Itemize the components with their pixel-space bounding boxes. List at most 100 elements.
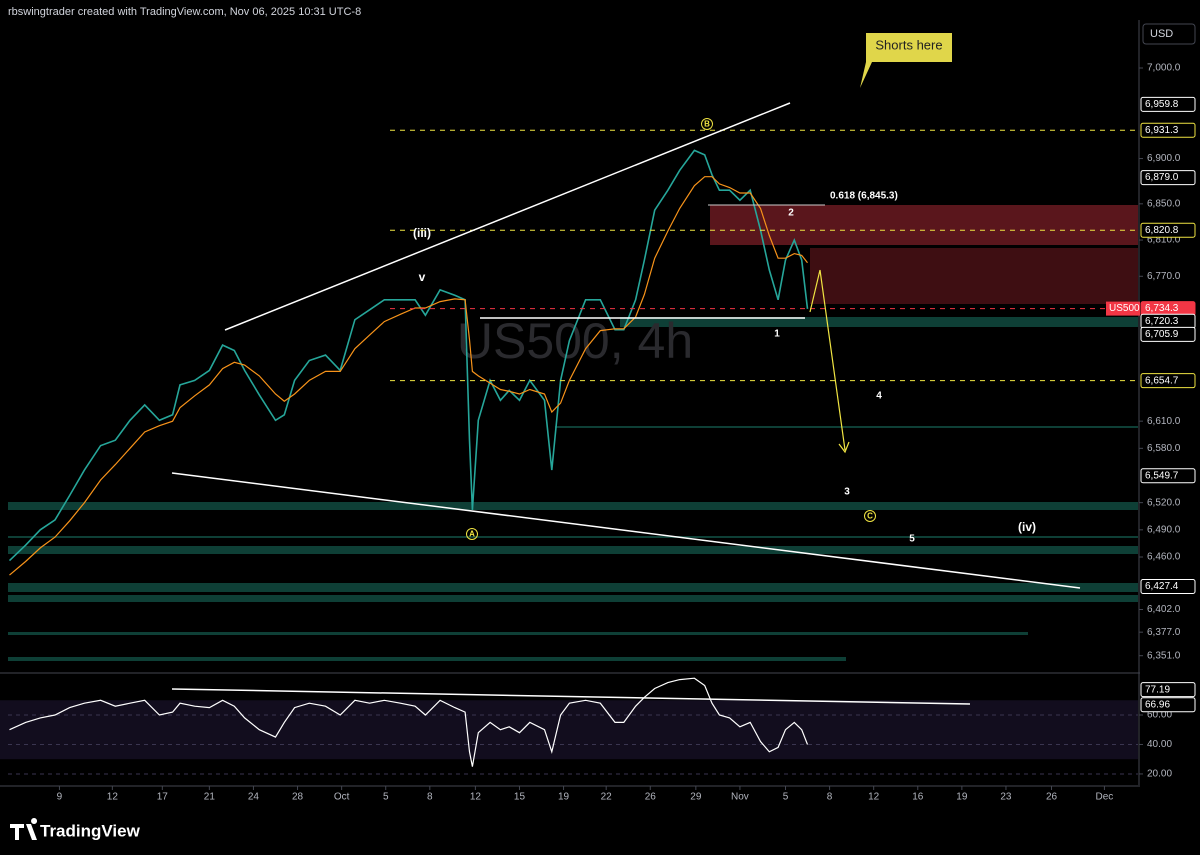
symbol-box (1106, 301, 1140, 316)
y-tick-label: 6,810.0 (1147, 235, 1181, 246)
annotation: 4 (876, 391, 882, 402)
level-box (1140, 326, 1196, 342)
x-tick-label: 19 (956, 792, 968, 803)
demand-zone (8, 583, 1138, 592)
level-label: 77.19 (1145, 684, 1170, 695)
trend-line (171, 472, 1081, 589)
x-tick-label: 12 (470, 792, 482, 803)
level-box (1140, 122, 1196, 138)
currency-box[interactable] (1142, 23, 1196, 45)
level-box (1140, 697, 1196, 713)
wave-label: A (469, 530, 475, 539)
y-tick-label: 40.00 (1147, 739, 1172, 750)
wave-label: C (867, 512, 873, 521)
x-tick-label: Nov (731, 792, 749, 803)
x-tick-label: 19 (558, 792, 570, 803)
level-label: 6,549.7 (1145, 470, 1179, 481)
price-line (8, 149, 809, 562)
header: rbswingtrader created with TradingView.c… (8, 6, 361, 18)
x-tick-label: Dec (1096, 792, 1114, 803)
supply-zone (810, 248, 1138, 304)
y-tick-label: 6,580.0 (1147, 443, 1181, 454)
projection-arrow (809, 269, 850, 454)
x-tick-label: 24 (248, 792, 260, 803)
x-tick-label: 26 (1046, 792, 1058, 803)
annotation: (iii) (413, 226, 431, 240)
footer-logo: TradingView (40, 821, 141, 840)
level-label: 6,720.3 (1145, 316, 1179, 327)
wave-circle (864, 510, 876, 522)
level-label: 66.96 (1145, 699, 1170, 710)
x-tick-label: 5 (383, 792, 389, 803)
annotation: 1 (774, 329, 780, 340)
rsi-trend-line (171, 688, 971, 705)
demand-zone (620, 317, 1138, 327)
level-box (1140, 222, 1196, 238)
y-tick-label: 20.00 (1147, 769, 1172, 780)
y-tick-label: 6,610.0 (1147, 416, 1181, 427)
y-tick-label: 6,900.0 (1147, 153, 1181, 164)
ema-line (9, 176, 808, 576)
annotation: 2 (788, 208, 794, 219)
x-tick-label: 15 (514, 792, 526, 803)
x-tick-label: Oct (334, 792, 350, 803)
annotation: 0.618 (6,845.3) (830, 191, 898, 202)
x-tick-label: 17 (157, 792, 169, 803)
x-tick-label: 9 (57, 792, 63, 803)
y-tick-label: 6,850.0 (1147, 198, 1181, 209)
annotation: (iv) (1018, 520, 1036, 534)
level-box (1140, 170, 1196, 186)
demand-zone (8, 595, 1138, 602)
x-tick-label: 28 (292, 792, 304, 803)
y-tick-label: 6,460.0 (1147, 552, 1181, 563)
x-tick-label: 12 (107, 792, 119, 803)
supply-zone (710, 205, 1138, 245)
annotation: v (419, 270, 426, 284)
level-box (1140, 96, 1196, 112)
level-box (1140, 579, 1196, 595)
demand-zone (8, 657, 846, 661)
demand-zone (8, 632, 1028, 635)
annotation: 5 (909, 534, 915, 545)
currency[interactable]: USD (1150, 28, 1173, 40)
level-label: 6,734.3 (1145, 303, 1179, 314)
level-label: 6,427.4 (1145, 581, 1179, 592)
level-box (1140, 682, 1196, 698)
x-tick-label: 12 (868, 792, 880, 803)
wave-circle (701, 118, 713, 130)
trend-line (224, 102, 791, 331)
rsi-line (9, 677, 809, 767)
x-tick-label: 23 (1000, 792, 1012, 803)
y-tick-label: 6,351.0 (1147, 650, 1181, 661)
symbol-label: US500 (1109, 303, 1140, 314)
y-tick-label: 6,520.0 (1147, 497, 1181, 508)
logo-mark (10, 818, 38, 840)
wave-circle (466, 528, 478, 540)
level-label: 6,879.0 (1145, 172, 1179, 183)
x-tick-label: 21 (204, 792, 216, 803)
level-label: 6,654.7 (1145, 375, 1179, 386)
y-tick-label: 6,770.0 (1147, 271, 1181, 282)
x-tick-label: 22 (601, 792, 613, 803)
x-tick-label: 8 (427, 792, 433, 803)
annotation: 3 (844, 487, 850, 498)
level-label: 6,959.8 (1145, 99, 1179, 110)
annotation: Shorts here (875, 37, 942, 52)
demand-zone (8, 546, 1138, 554)
callout (860, 33, 952, 88)
y-tick-label: 60.00 (1147, 710, 1172, 721)
x-tick-label: 8 (827, 792, 833, 803)
rsi-band (0, 700, 1138, 760)
x-tick-label: 29 (690, 792, 702, 803)
level-label: 6,931.3 (1145, 125, 1179, 136)
wave-label: B (704, 120, 710, 129)
watermark: US500, 4h (457, 313, 693, 369)
level-label: 6,705.9 (1145, 329, 1179, 340)
x-tick-label: 16 (912, 792, 924, 803)
x-tick-label: 26 (645, 792, 657, 803)
level-box (1140, 468, 1196, 484)
x-tick-label: 5 (783, 792, 789, 803)
demand-zone (8, 502, 1138, 510)
level-box (1140, 373, 1196, 389)
